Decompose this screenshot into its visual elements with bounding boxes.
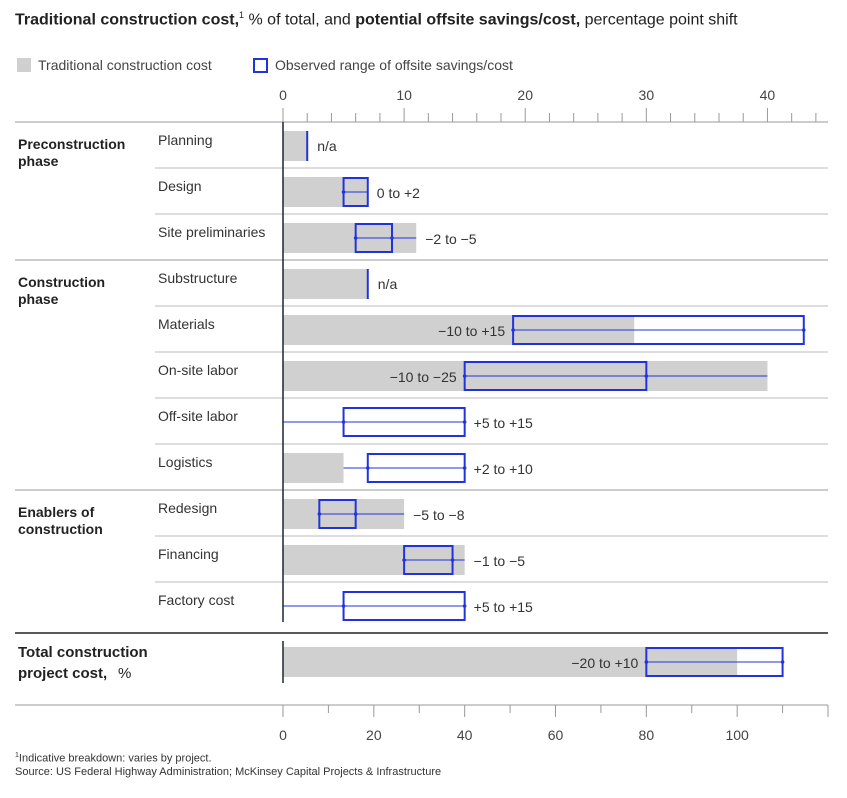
title-part: Traditional construction cost, <box>15 11 240 29</box>
category-label: Logistics <box>158 454 212 470</box>
source-note: Source: US Federal Highway Administratio… <box>15 766 442 778</box>
chart-title: Traditional construction cost,1 % of tot… <box>15 10 738 29</box>
footnote-mark: 1 <box>15 752 19 759</box>
range-box <box>403 545 454 575</box>
legend-swatch-gray <box>17 58 31 72</box>
total-label: Total construction <box>18 644 148 661</box>
bottom-axis-tick-label: 40 <box>457 727 473 743</box>
top-axis-tick-label: 40 <box>760 87 776 103</box>
range-label: −10 to −25 <box>390 369 457 385</box>
range-label: +2 to +10 <box>474 461 533 477</box>
title-part: potential offsite savings/cost, <box>355 11 581 29</box>
group-label: Enablers of <box>18 504 95 520</box>
top-axis-tick-label: 0 <box>279 87 287 103</box>
title-footnote-mark: 1 <box>239 10 245 20</box>
category-label: Factory cost <box>158 592 234 608</box>
category-label: Off-site labor <box>158 408 238 424</box>
range-label: +5 to +15 <box>474 599 533 615</box>
range-box <box>645 647 784 677</box>
category-label: Substructure <box>158 270 238 286</box>
category-label: Redesign <box>158 500 217 516</box>
category-label: Design <box>158 178 202 194</box>
range-box <box>342 591 466 621</box>
range-label: 0 to +2 <box>377 185 420 201</box>
footnote: 1Indicative breakdown: varies by project… <box>15 752 212 765</box>
total-label: project cost, <box>18 665 107 682</box>
footnote-text: Indicative breakdown: varies by project. <box>18 752 212 765</box>
group-label: construction <box>18 521 103 537</box>
bottom-axis-tick-label: 60 <box>548 727 564 743</box>
range-label: −20 to +10 <box>571 655 638 671</box>
traditional-bar <box>283 453 344 483</box>
range-box <box>512 315 805 345</box>
traditional-bar <box>283 269 368 299</box>
range-box <box>342 177 369 207</box>
range-label: −5 to −8 <box>413 507 465 523</box>
group-label: Construction <box>18 274 105 290</box>
range-box <box>318 499 357 529</box>
range-label: −1 to −5 <box>474 553 526 569</box>
range-label: +5 to +15 <box>474 415 533 431</box>
category-label: Financing <box>158 546 219 562</box>
legend-label: Observed range of offsite savings/cost <box>275 57 513 73</box>
range-box <box>463 361 648 391</box>
category-label: Materials <box>158 316 215 332</box>
total-unit: % <box>118 665 131 682</box>
bottom-axis-tick-label: 0 <box>279 727 287 743</box>
range-box <box>354 223 393 253</box>
bottom-axis-tick-label: 20 <box>366 727 382 743</box>
title-part: percentage point shift <box>580 11 738 29</box>
range-box <box>342 407 466 437</box>
range-label: n/a <box>378 276 398 292</box>
category-label: On-site labor <box>158 362 238 378</box>
category-label: Site preliminaries <box>158 224 265 240</box>
traditional-bar <box>283 131 308 161</box>
bottom-axis-tick-label: 80 <box>639 727 655 743</box>
title-part: % of total, and <box>244 11 356 29</box>
range-label: n/a <box>317 138 337 154</box>
range-label: −10 to +15 <box>438 323 505 339</box>
group-label: phase <box>18 291 59 307</box>
group-label: Preconstruction <box>18 136 125 152</box>
legend-swatch-box <box>253 57 268 73</box>
top-axis-tick-label: 10 <box>396 87 412 103</box>
group-label: phase <box>18 153 59 169</box>
range-box <box>366 453 466 483</box>
legend-item-traditional: Traditional construction cost <box>17 57 212 73</box>
top-axis-tick-label: 30 <box>639 87 655 103</box>
legend-item-range: Observed range of offsite savings/cost <box>253 57 513 73</box>
top-axis-tick-label: 20 <box>517 87 533 103</box>
bottom-axis-tick-label: 100 <box>725 727 749 743</box>
legend-label: Traditional construction cost <box>38 57 212 73</box>
range-label: −2 to −5 <box>425 231 477 247</box>
category-label: Planning <box>158 132 213 148</box>
